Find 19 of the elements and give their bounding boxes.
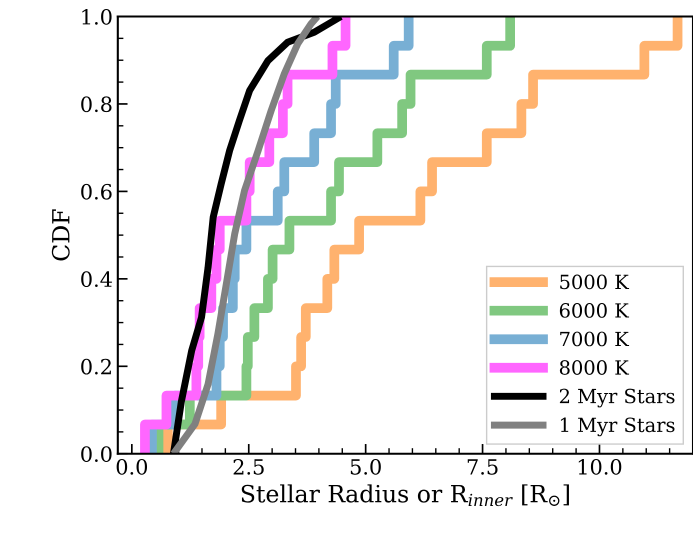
- legend-label: 5000 K: [560, 274, 630, 290]
- y-tick-label: 0.4: [81, 271, 112, 288]
- x-tick-label: 10.0: [578, 458, 622, 475]
- y-tick-label: 1.0: [82, 8, 112, 25]
- legend-label: 1 Myr Stars: [560, 418, 675, 436]
- x-tick-label: 5.0: [350, 458, 381, 475]
- legend-label: 6000 K: [560, 303, 630, 318]
- y-tick-label: 0.0: [81, 446, 112, 462]
- y-tick-label: 0.6: [81, 184, 112, 200]
- x-axis-title: Stellar Radius or R$_{inner}$ [R$_{⊙}$]: [242, 484, 569, 506]
- y-tick-label: 0.8: [81, 96, 112, 112]
- x-tick-label: 0.0: [116, 458, 148, 475]
- y-tick-label: 0.2: [81, 358, 111, 375]
- y-axis-title: CDF: [52, 209, 70, 260]
- x-tick-label: 7.5: [468, 459, 498, 475]
- legend-label: 2 Myr Stars: [560, 388, 675, 408]
- legend-label: 8000 K: [560, 360, 630, 375]
- legend-label: 7000 K: [560, 332, 630, 346]
- x-tick-label: 2.5: [234, 458, 264, 475]
